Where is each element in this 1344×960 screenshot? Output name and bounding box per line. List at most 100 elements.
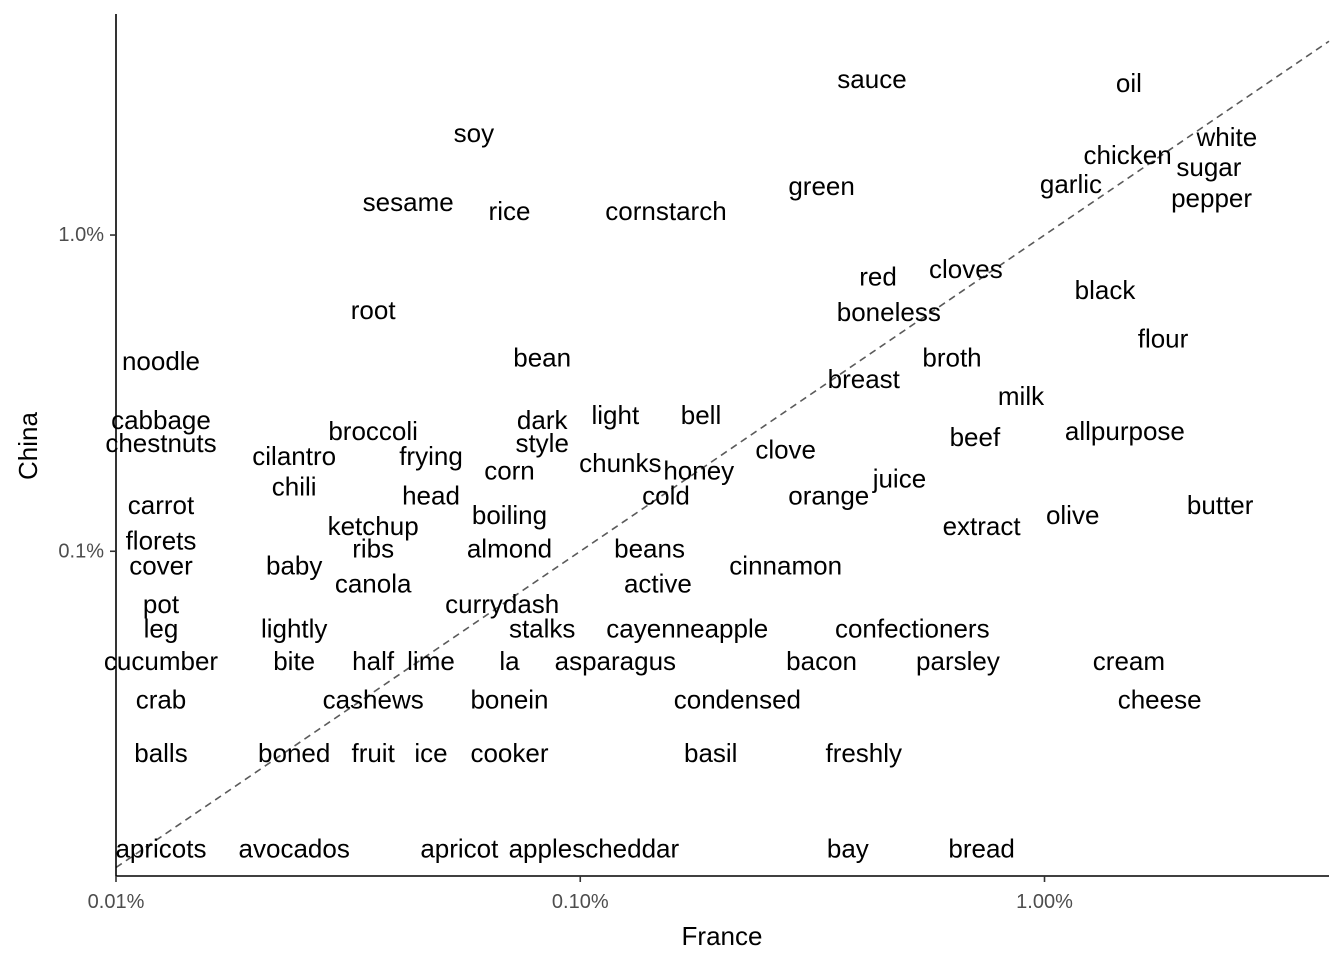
point-label: rice [489,196,531,226]
x-tick-label: 0.10% [552,891,609,913]
point-label: cornstarch [605,196,726,226]
point-label: allpurpose [1065,416,1185,446]
point-label: cloves [929,254,1003,284]
point-label: root [351,295,397,325]
point-label: active [624,569,692,599]
point-label: sauce [837,64,906,94]
point-label: head [402,481,460,511]
point-label: cilantro [252,441,336,471]
point-label: florets [126,526,197,556]
point-label: freshly [825,738,902,768]
x-tick-label: 1.00% [1016,891,1073,913]
point-label: sugar [1176,152,1241,182]
point-label: broth [922,342,981,372]
point-label: cayenneapple [606,613,768,643]
point-label: ice [414,738,447,768]
point-label: milk [998,381,1045,411]
point-label: black [1075,275,1137,305]
point-label: juice [872,463,926,493]
point-label: bread [948,833,1015,863]
point-label: avocados [239,833,350,863]
point-label: pepper [1171,183,1252,213]
point-label: bean [513,342,571,372]
point-label: parsley [916,646,1000,676]
point-label: balls [134,738,187,768]
point-label: ketchup [328,511,419,541]
point-label: honey [663,456,734,486]
point-label: frying [399,441,463,471]
point-label: cucumber [104,646,218,676]
point-label: green [788,171,855,201]
point-label: boned [258,738,330,768]
point-label: bite [273,646,315,676]
point-label: red [859,261,897,291]
point-label: clove [755,434,816,464]
y-tick-label: 0.1% [58,540,104,562]
point-label: carrot [128,490,195,520]
point-label: cooker [470,738,548,768]
point-label: beef [950,422,1001,452]
point-label: confectioners [835,613,990,643]
y-axis-title: China [13,411,43,479]
point-label: beans [614,534,685,564]
point-label: cabbage [111,405,211,435]
point-label: light [591,400,639,430]
point-label: flour [1138,324,1189,354]
point-label: lime [407,646,455,676]
point-label: cheese [1118,684,1202,714]
point-label: chili [272,472,317,502]
point-label: currydash [445,589,559,619]
point-label: bacon [786,646,857,676]
point-label: baby [266,551,322,581]
y-tick-label: 1.0% [58,224,104,246]
point-label: cover [129,551,193,581]
point-label: boiling [472,500,547,530]
point-label: chestnuts [105,428,216,458]
point-label: bonein [470,684,548,714]
point-label: bell [681,400,721,430]
point-label: la [499,646,520,676]
point-label: cashews [323,684,424,714]
reference-line-y-equals-x [115,40,1330,869]
point-label: stalks [509,613,575,643]
point-label: style [515,428,568,458]
point-label: almond [467,534,552,564]
point-label: butter [1187,490,1254,520]
x-axis-ticks: 0.01% 0.10% 1.00% [88,876,1073,913]
point-label: oil [1116,68,1142,98]
x-axis-title: France [682,921,763,951]
point-label: bay [827,833,869,863]
point-label: apricots [115,833,206,863]
point-label: chicken [1084,140,1172,170]
y-axis-ticks: 0.1% 1.0% [58,224,116,562]
point-label: white [1195,122,1257,152]
point-label: noodle [122,346,200,376]
point-label: applescheddar [509,833,680,863]
point-label: broccoli [328,416,418,446]
point-label: ribs [352,534,394,564]
point-label: garlic [1040,169,1102,199]
point-label: chunks [579,448,661,478]
point-label: olive [1046,500,1099,530]
point-label: pot [143,589,180,619]
point-label: sesame [363,187,454,217]
point-label: cinnamon [729,551,842,581]
point-label: breast [828,364,901,394]
point-label: cold [642,481,690,511]
point-label: corn [484,456,535,486]
point-label: half [352,646,395,676]
point-label: lightly [261,613,327,643]
point-label: basil [684,738,737,768]
point-label: crab [136,684,187,714]
x-tick-label: 0.01% [88,891,145,913]
point-label: soy [454,118,494,148]
point-label: apricot [420,833,499,863]
point-label: condensed [674,684,801,714]
point-label: orange [788,481,869,511]
point-label: boneless [837,297,941,327]
point-label: extract [943,511,1022,541]
point-label: dark [517,405,569,435]
